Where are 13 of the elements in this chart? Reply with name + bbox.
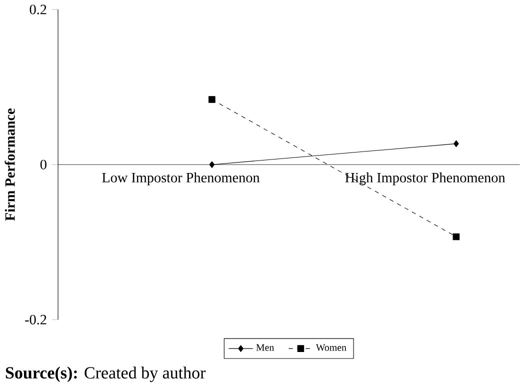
point [209, 161, 215, 168]
text: Source(s): Created by author [6, 366, 206, 382]
y-tick-label: 0 [40, 160, 46, 170]
point [452, 233, 460, 240]
point [208, 96, 216, 103]
legend-label: Men [256, 344, 274, 351]
y-tick-label: 0.2 [30, 4, 46, 14]
y-axis-title: Firm Performance [4, 108, 15, 221]
x-tick-label: High Impostor Phenomenon [345, 172, 506, 186]
point [454, 140, 459, 148]
x-tick-label: Low Impostor Phenomenon [102, 172, 260, 186]
legend-label: Women [316, 344, 346, 351]
y-tick-label: -0.2 [25, 314, 46, 325]
